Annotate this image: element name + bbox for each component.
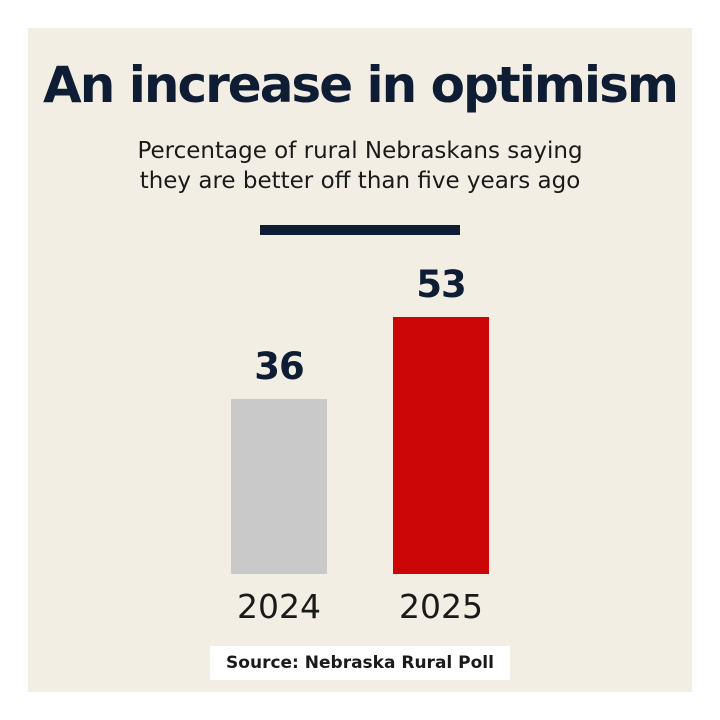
category-label-2025: 2025 <box>399 587 483 626</box>
bar-column-2025: 53 2025 <box>393 266 489 623</box>
bar-2025 <box>393 317 489 574</box>
source-box: Source: Nebraska Rural Poll <box>210 646 510 680</box>
chart-subtitle-line-2: they are better off than five years ago <box>139 168 581 195</box>
infographic-canvas: An increase in optimism Percentage of ru… <box>28 28 692 692</box>
category-label-2024: 2024 <box>237 587 321 626</box>
bar-2024 <box>231 399 327 574</box>
bar-column-2024: 36 2024 <box>231 348 327 623</box>
bar-value-label-2024: 36 <box>254 345 304 388</box>
chart-subtitle-line-1: Percentage of rural Nebraskans saying <box>137 138 583 164</box>
source-label: Source: Nebraska Rural Poll <box>226 653 494 673</box>
bar-chart: 36 2024 53 2025 <box>28 266 692 623</box>
chart-title: An increase in optimism <box>43 56 679 114</box>
bar-value-label-2025: 53 <box>416 263 466 306</box>
chart-subtitle: Percentage of rural Nebraskans saying th… <box>28 136 692 197</box>
title-divider-bar <box>260 225 460 235</box>
